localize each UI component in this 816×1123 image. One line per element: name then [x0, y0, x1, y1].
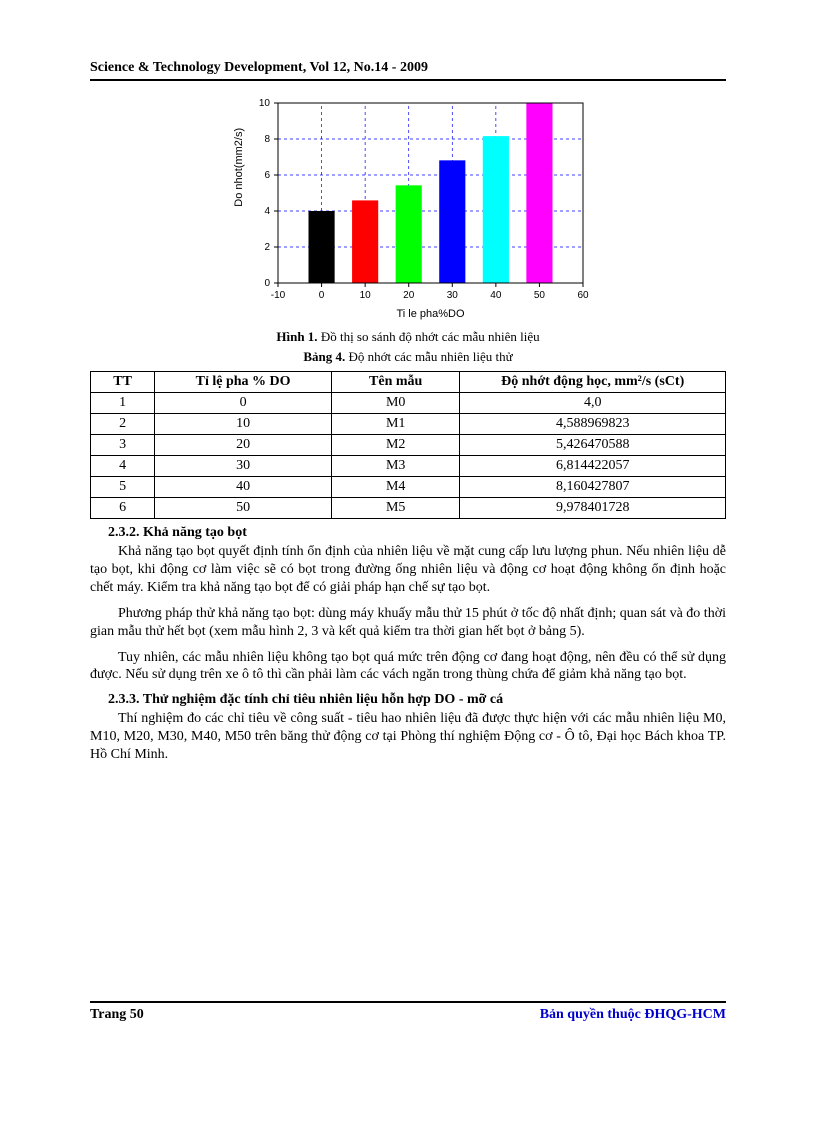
footer-page-number: Trang 50 — [90, 1007, 144, 1022]
table-row: 430M36,814422057 — [91, 456, 726, 477]
table-row: 210M14,588969823 — [91, 414, 726, 435]
table-cell: 6 — [91, 498, 155, 519]
table-row: 650M59,978401728 — [91, 498, 726, 519]
svg-text:20: 20 — [403, 290, 415, 301]
footer-copyright: Bản quyền thuộc ĐHQG-HCM — [540, 1007, 726, 1023]
table-row: 10M04,0 — [91, 393, 726, 414]
table-cell: 2 — [91, 414, 155, 435]
table-cell: 6,814422057 — [460, 456, 726, 477]
page-footer: Trang 50 Bản quyền thuộc ĐHQG-HCM — [90, 1001, 726, 1023]
svg-text:8: 8 — [264, 134, 270, 145]
table-cell: M1 — [331, 414, 459, 435]
viscosity-table: TTTỉ lệ pha % DOTên mẫuĐộ nhớt động học,… — [90, 371, 726, 519]
svg-text:60: 60 — [577, 290, 589, 301]
table-row: 320M25,426470588 — [91, 435, 726, 456]
table-header: Độ nhớt động học, mm²/s (sCt) — [460, 372, 726, 393]
table-cell: 5 — [91, 477, 155, 498]
svg-text:10: 10 — [259, 98, 271, 109]
table-cell: 4,0 — [460, 393, 726, 414]
viscosity-bar-chart: -1001020304050600246810Ti le pha%DODo nh… — [223, 93, 593, 323]
svg-text:0: 0 — [319, 290, 325, 301]
figure-caption: Hình 1. Đồ thị so sánh độ nhớt các mẫu n… — [90, 329, 726, 345]
svg-text:50: 50 — [534, 290, 546, 301]
table-cell: M5 — [331, 498, 459, 519]
table-cell: 5,426470588 — [460, 435, 726, 456]
table-cell: 30 — [155, 456, 332, 477]
table-cell: 50 — [155, 498, 332, 519]
table-cell: 4,588969823 — [460, 414, 726, 435]
svg-text:30: 30 — [447, 290, 459, 301]
figure-caption-label: Hình 1. — [276, 329, 317, 344]
table-caption: Bảng 4. Độ nhớt các mẫu nhiên liệu thử — [90, 349, 726, 365]
svg-text:Ti le pha%DO: Ti le pha%DO — [396, 308, 465, 320]
figure-caption-text: Đồ thị so sánh độ nhớt các mẫu nhiên liệ… — [318, 329, 540, 344]
svg-text:4: 4 — [264, 206, 270, 217]
table-caption-text: Độ nhớt các mẫu nhiên liệu thử — [345, 349, 512, 364]
table-cell: 0 — [155, 393, 332, 414]
table-header: TT — [91, 372, 155, 393]
svg-text:2: 2 — [264, 242, 270, 253]
table-caption-label: Bảng 4. — [303, 349, 345, 364]
table-cell: 9,978401728 — [460, 498, 726, 519]
table-cell: 1 — [91, 393, 155, 414]
table-cell: 20 — [155, 435, 332, 456]
svg-text:-10: -10 — [271, 290, 286, 301]
paragraph: Tuy nhiên, các mẫu nhiên liệu không tạo … — [90, 649, 726, 685]
table-header: Tỉ lệ pha % DO — [155, 372, 332, 393]
table-cell: 8,160427807 — [460, 477, 726, 498]
table-cell: 4 — [91, 456, 155, 477]
table-row: 540M48,160427807 — [91, 477, 726, 498]
table-cell: M2 — [331, 435, 459, 456]
table-cell: M3 — [331, 456, 459, 477]
section-232-title: 2.3.2. Khả năng tạo bọt — [108, 525, 726, 541]
paragraph: Phương pháp thử khả năng tạo bọt: dùng m… — [90, 605, 726, 641]
table-cell: M4 — [331, 477, 459, 498]
svg-text:10: 10 — [360, 290, 372, 301]
table-cell: 10 — [155, 414, 332, 435]
svg-text:0: 0 — [264, 278, 270, 289]
paragraph: Khả năng tạo bọt quyết định tính ổn định… — [90, 543, 726, 597]
paragraph: Thí nghiệm đo các chỉ tiêu về công suất … — [90, 710, 726, 764]
svg-text:Do nhot(mm2/s): Do nhot(mm2/s) — [233, 128, 245, 207]
journal-header: Science & Technology Development, Vol 12… — [90, 60, 726, 81]
table-cell: 40 — [155, 477, 332, 498]
table-cell: 3 — [91, 435, 155, 456]
svg-text:6: 6 — [264, 170, 270, 181]
svg-text:40: 40 — [490, 290, 502, 301]
table-cell: M0 — [331, 393, 459, 414]
table-header: Tên mẫu — [331, 372, 459, 393]
section-233-title: 2.3.3. Thử nghiệm đặc tính chỉ tiêu nhiê… — [108, 692, 726, 708]
